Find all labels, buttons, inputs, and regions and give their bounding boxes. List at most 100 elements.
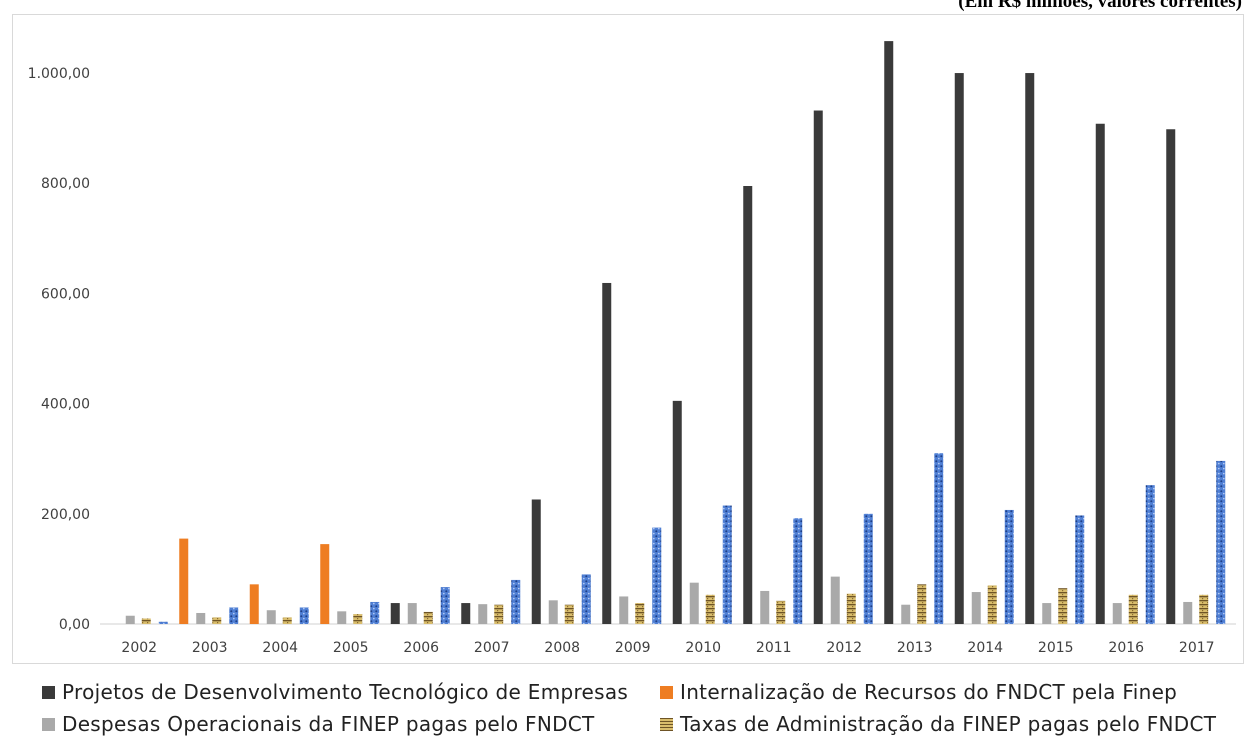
bar-series-5 [1075,515,1085,624]
bar-despesas [337,611,347,624]
x-tick-label: 2006 [403,640,439,656]
bar-taxas [423,611,433,624]
legend-label-despesas: Despesas Operacionais da FINEP pagas pel… [62,712,595,736]
bar-taxas [564,604,574,624]
bar-projetos [1095,123,1105,624]
x-tick-label: 2013 [897,640,933,656]
x-tick-label: 2010 [685,640,721,656]
bar-taxas [846,593,856,624]
x-tick-label: 2009 [615,640,651,656]
bar-series-5 [934,453,944,624]
bar-projetos [743,186,753,624]
bar-series-5 [440,587,450,624]
bar-projetos [531,499,541,624]
bar-series-5 [652,527,662,624]
bar-taxas [141,618,151,624]
legend: Projetos de Desenvolvimento Tecnológico … [42,680,1242,736]
bar-despesas [760,590,770,624]
bar-despesas [971,592,981,624]
x-tick-label: 2015 [1038,640,1074,656]
bar-taxas [776,600,786,624]
y-tick-label: 400,00 [41,397,90,413]
bar-series-5 [581,574,591,624]
legend-swatch-internalizacao [660,685,673,699]
bar-despesas [125,615,135,624]
chart-frame [12,14,1244,664]
bar-internalizacao [179,538,189,624]
bar-despesas [407,603,417,624]
legend-label-projetos: Projetos de Desenvolvimento Tecnológico … [62,680,629,704]
bar-taxas [705,594,715,624]
bar-internalizacao [320,544,330,624]
x-tick-label: 2003 [192,640,228,656]
bar-projetos [1166,129,1176,625]
legend-item-internalizacao: Internalização de Recursos do FNDCT pela… [660,680,1240,704]
x-tick-label: 2004 [262,640,298,656]
unit-note: (Em R$ milhões, valores correntes) [958,0,1242,12]
bar-series-5 [229,607,239,624]
bar-projetos [390,603,400,624]
legend-label-taxas: Taxas de Administração da FINEP pagas pe… [680,712,1217,736]
bar-despesas [478,604,488,624]
bar-taxas [353,614,363,624]
bar-taxas [1128,594,1138,624]
bar-series-5 [1004,509,1014,624]
bar-despesas [1183,601,1193,624]
x-tick-label: 2016 [1108,640,1144,656]
bar-series-5 [299,607,309,624]
bar-projetos [1025,73,1035,625]
bar-despesas [196,612,206,624]
bar-projetos [602,282,612,624]
legend-item-despesas: Despesas Operacionais da FINEP pagas pel… [42,712,660,736]
bar-series-5 [511,579,521,624]
bar-taxas [282,617,292,624]
bar-taxas [494,604,504,624]
x-tick-label: 2014 [967,640,1003,656]
bar-series-5 [863,513,873,624]
bar-series-5 [1145,485,1155,624]
bar-despesas [689,582,699,624]
y-tick-label: 1.000,00 [28,66,90,82]
x-tick-label: 2007 [474,640,510,656]
y-tick-label: 200,00 [41,507,90,523]
legend-swatch-despesas [42,717,55,731]
legend-item-projetos: Projetos de Desenvolvimento Tecnológico … [42,680,660,704]
bar-taxas [987,585,997,624]
bar-taxas [1058,588,1068,624]
bar-series-5 [158,621,168,624]
legend-item-taxas: Taxas de Administração da FINEP pagas pe… [660,712,1240,736]
bar-despesas [1042,603,1052,624]
legend-swatch-projetos [42,685,55,699]
x-axis: 2002 2003 2004 2005 2006 2007 2008 2009 2010 2011… [121,640,1214,656]
bar-series-5 [722,505,732,624]
bar-projetos [813,110,823,624]
bar-series-5 [793,518,803,624]
bar-series-5 [370,601,380,624]
bar-despesas [1112,603,1122,624]
x-tick-label: 2005 [333,640,369,656]
bar-chart: 0,00 200,00 400,00 600,00 800,00 1.000,00 200… [28,41,1236,656]
x-tick-label: 2011 [756,640,792,656]
legend-label-internalizacao: Internalização de Recursos do FNDCT pela… [680,680,1178,704]
bar-projetos [461,603,471,624]
bar-projetos [884,41,894,625]
bar-taxas [212,617,222,624]
x-tick-label: 2008 [544,640,580,656]
bars [125,41,1226,625]
y-tick-label: 0,00 [59,617,90,633]
bar-despesas [619,596,629,624]
x-tick-label: 2017 [1179,640,1215,656]
bar-projetos [954,73,964,625]
bar-despesas [830,576,840,624]
bar-despesas [266,610,276,624]
x-tick-label: 2012 [826,640,862,656]
y-axis: 0,00 200,00 400,00 600,00 800,00 1.000,00 [28,66,90,633]
x-tick-label: 2002 [121,640,157,656]
bar-despesas [548,600,558,624]
bar-series-5 [1216,460,1226,624]
bar-projetos [672,400,682,624]
bar-taxas [635,603,645,624]
bar-despesas [901,604,911,624]
bar-taxas [1199,594,1209,624]
bar-internalizacao [249,584,259,624]
